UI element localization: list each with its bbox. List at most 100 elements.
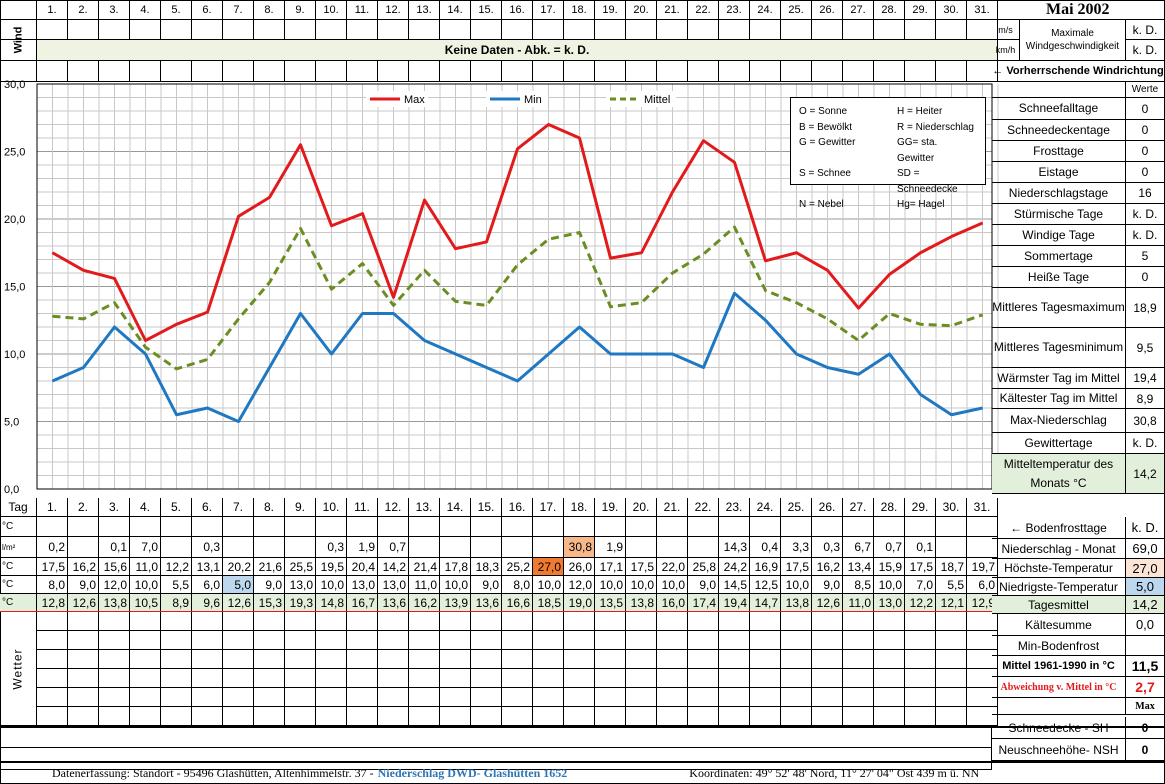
mean-temp-cell: 12,1 xyxy=(936,594,967,612)
wind-cell xyxy=(688,61,719,82)
stat-label: Kältester Tag im Mittel xyxy=(992,389,1126,409)
day-header: 17. xyxy=(533,0,564,20)
weather-cell xyxy=(68,669,99,688)
day-header: 19. xyxy=(595,0,626,20)
wetter-label: Wetter xyxy=(0,612,37,726)
weather-cell xyxy=(285,650,316,669)
weather-cell xyxy=(223,631,254,650)
weather-cell xyxy=(564,612,595,631)
unit-kmh: km/h xyxy=(992,40,1020,61)
weather-cell xyxy=(843,650,874,669)
weather-cell xyxy=(936,669,967,688)
table-day-header: 5. xyxy=(161,498,192,517)
mean-temp-cell: 17,4 xyxy=(688,594,719,612)
blank-row xyxy=(0,748,992,770)
weather-cell xyxy=(378,707,409,726)
max-temp-cell: 14,2 xyxy=(378,558,409,576)
wind-cell xyxy=(161,20,192,40)
table-day-header: 2. xyxy=(68,498,99,517)
weather-cell xyxy=(316,688,347,707)
unit-label: °C xyxy=(0,576,37,594)
precip-cell: 7,0 xyxy=(130,537,161,558)
wind-cell xyxy=(936,20,967,40)
min-temp-cell: 6,0 xyxy=(967,576,998,594)
wind-cell xyxy=(750,61,781,82)
abbrev-row: B = Bewölkt R = Niederschlag xyxy=(799,120,977,136)
max-temp-cell: 25,8 xyxy=(688,558,719,576)
day-header: 28. xyxy=(874,0,905,20)
weather-cell xyxy=(130,688,161,707)
bodentemp-cell xyxy=(812,517,843,537)
stat-value: 30,8 xyxy=(1126,409,1165,433)
werte-spacer xyxy=(992,82,1126,98)
page-title: Mai 2002 xyxy=(992,0,1165,20)
precip-cell xyxy=(68,537,99,558)
table-day-header: 24. xyxy=(750,498,781,517)
stat-value: 0 xyxy=(1126,267,1165,288)
weather-cell xyxy=(223,669,254,688)
weather-cell xyxy=(316,650,347,669)
weather-cell xyxy=(471,650,502,669)
weather-cell xyxy=(533,650,564,669)
mean-temp-cell: 13,9 xyxy=(440,594,471,612)
weather-cell xyxy=(750,650,781,669)
wind-cell xyxy=(440,61,471,82)
weather-cell xyxy=(471,669,502,688)
unit-label: °C xyxy=(0,558,37,576)
summary-label: Mittel 1961-1990 in °C xyxy=(992,656,1126,677)
tag-label: Tag xyxy=(0,498,37,517)
wind-cell xyxy=(812,61,843,82)
bodentemp-cell xyxy=(502,517,533,537)
max-temp-cell: 16,2 xyxy=(68,558,99,576)
summary-label xyxy=(992,698,1126,715)
stat-value: k. D. xyxy=(1126,225,1165,246)
weather-cell xyxy=(657,612,688,631)
max-temp-cell: 24,2 xyxy=(719,558,750,576)
weather-cell xyxy=(936,688,967,707)
abbrev-row: G = Gewitter GG= sta. Gewitter xyxy=(799,135,977,166)
bodentemp-cell xyxy=(192,517,223,537)
footer-coordinates: Koordinaten: 49° 52' 48' Nord, 11° 27' 0… xyxy=(689,766,980,780)
weather-cell xyxy=(564,707,595,726)
mean-temp-cell: 16,6 xyxy=(502,594,533,612)
weather-cell xyxy=(37,688,68,707)
weather-cell xyxy=(657,688,688,707)
precip-cell: 0,1 xyxy=(905,537,936,558)
min-temp-cell: 9,0 xyxy=(254,576,285,594)
summary-value: 5,0 xyxy=(1126,578,1165,596)
weather-cell xyxy=(595,612,626,631)
precip-cell xyxy=(967,537,998,558)
day-header: 31. xyxy=(967,0,998,20)
wind-cell xyxy=(533,61,564,82)
wind-cell xyxy=(719,20,750,40)
weather-cell xyxy=(471,612,502,631)
min-temp-cell: 13,0 xyxy=(378,576,409,594)
day-header: 29. xyxy=(905,0,936,20)
wind-cell xyxy=(626,61,657,82)
bodentemp-cell xyxy=(688,517,719,537)
weather-cell xyxy=(161,669,192,688)
weather-cell xyxy=(843,688,874,707)
wind-cell xyxy=(285,20,316,40)
day-header: 26. xyxy=(812,0,843,20)
mean-temp-cell: 11,0 xyxy=(843,594,874,612)
weather-cell xyxy=(68,650,99,669)
mean-temp-cell: 12,6 xyxy=(223,594,254,612)
weather-cell xyxy=(719,707,750,726)
section-divider xyxy=(0,726,1165,728)
weather-cell xyxy=(254,669,285,688)
weather-cell xyxy=(750,669,781,688)
wind-cell xyxy=(564,20,595,40)
weather-cell xyxy=(68,631,99,650)
stat-value: 0 xyxy=(1126,141,1165,162)
wind-cell xyxy=(440,20,471,40)
weather-cell xyxy=(409,707,440,726)
weather-cell xyxy=(285,669,316,688)
precip-cell: 30,8 xyxy=(564,537,595,558)
weather-cell xyxy=(626,669,657,688)
footer: Datenerfassung: Standort - 95496 Glashüt… xyxy=(0,761,1165,784)
weather-cell xyxy=(750,688,781,707)
table-day-header: 9. xyxy=(285,498,316,517)
weather-cell xyxy=(130,631,161,650)
weather-cell xyxy=(409,669,440,688)
